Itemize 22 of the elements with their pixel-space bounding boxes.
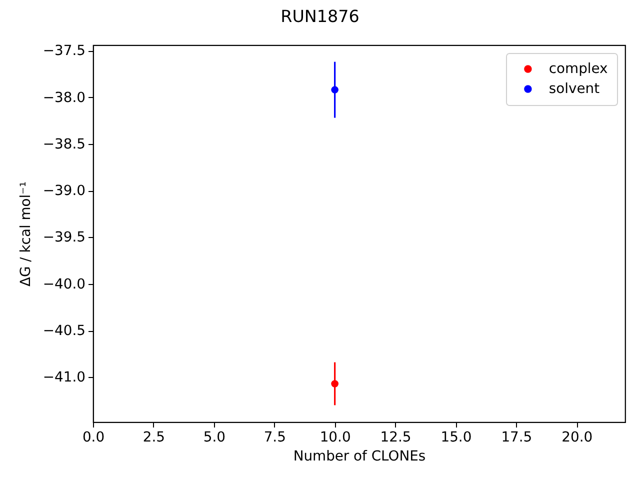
- x-tick-label: 15.0: [440, 430, 472, 446]
- y-tick-label: −38.5: [42, 136, 86, 152]
- y-tick-label: −39.5: [42, 230, 86, 246]
- x-tick-label: 5.0: [203, 430, 226, 446]
- legend-label: solvent: [548, 80, 600, 97]
- x-tick-label: 10.0: [320, 430, 351, 446]
- x-tick-label: 7.5: [264, 430, 286, 446]
- x-tick-label: 20.0: [562, 430, 593, 446]
- chart-title: RUN1876: [280, 6, 360, 26]
- y-tick-label: −37.5: [42, 43, 86, 60]
- x-tick-label: 12.5: [380, 430, 412, 446]
- y-tick-label: −41.0: [42, 370, 86, 386]
- y-tick-label: −39.0: [42, 183, 86, 200]
- y-axis-title: ΔG / kcal mol⁻¹: [18, 181, 34, 287]
- legend-label: complex: [548, 60, 608, 77]
- y-tick-label: −40.5: [42, 323, 86, 340]
- x-axis-title: Number of CLONEs: [293, 448, 426, 464]
- x-tick-label: 17.5: [501, 430, 532, 446]
- x-tick-label: 2.5: [142, 430, 165, 446]
- x-tick-label: 0.0: [82, 430, 105, 446]
- y-tick-label: −40.0: [42, 276, 86, 292]
- y-tick-label: −38.0: [42, 90, 86, 106]
